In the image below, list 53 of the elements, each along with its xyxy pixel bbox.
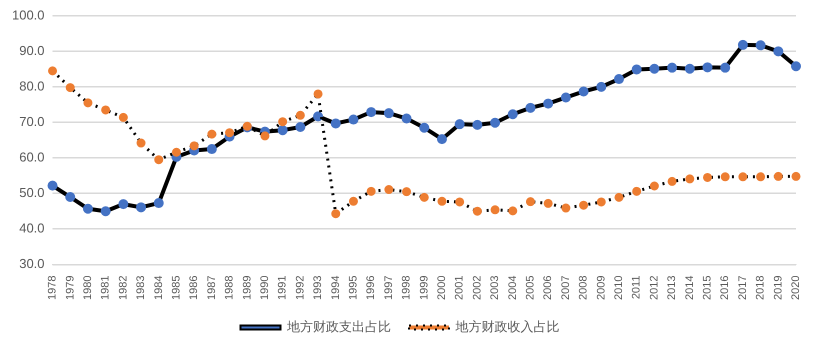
y-tick-label: 60.0: [19, 150, 45, 165]
x-tick-label: 2000: [436, 276, 448, 300]
x-tick-label: 1995: [347, 276, 360, 300]
x-tick-label: 2011: [630, 276, 643, 300]
x-tick-label: 2019: [772, 276, 784, 300]
x-tick-label: 2012: [648, 276, 660, 300]
x-tick-label: 2017: [736, 276, 749, 300]
x-tick-label: 1988: [224, 276, 236, 300]
x-tick-label: 2010: [613, 276, 626, 300]
legend-label: 地方财政收入占比: [454, 319, 560, 334]
x-tick-label: 2004: [506, 276, 519, 300]
x-tick-label: 2008: [578, 276, 590, 300]
y-tick-label: 80.0: [19, 78, 45, 94]
x-tick-label: 1981: [100, 276, 112, 300]
x-tick-label: 2007: [560, 276, 572, 300]
x-tick-label: 1998: [400, 276, 413, 300]
x-tick-label: 1984: [152, 276, 165, 300]
x-tick-label: 1993: [312, 276, 324, 300]
y-tick-label: 40.0: [19, 220, 45, 236]
x-tick-label: 2018: [754, 276, 767, 300]
x-tick-label: 2001: [454, 276, 466, 300]
x-tick-label: 1985: [170, 276, 182, 300]
x-tick-label: 2016: [719, 276, 732, 300]
x-tick-label: 1989: [241, 276, 254, 300]
x-tick-label: 1979: [64, 276, 76, 300]
x-tick-label: 2006: [542, 276, 554, 300]
x-tick-label: 2014: [684, 276, 696, 300]
x-tick-label: 1987: [206, 276, 218, 300]
y-tick-label: 50.0: [19, 185, 45, 200]
x-tick-label: 1991: [276, 276, 289, 300]
x-tick-label: 2002: [471, 276, 484, 300]
x-tick-label: 2005: [524, 276, 537, 300]
legend-label: 地方财政支出占比: [286, 319, 391, 334]
x-tick-label: 2020: [790, 276, 802, 300]
x-tick-label: 1999: [418, 276, 430, 300]
x-tick-label: 1978: [46, 276, 59, 300]
y-tick-label: 70.0: [19, 114, 45, 129]
y-tick-label: 30.0: [19, 256, 45, 272]
x-tick-label: 1994: [330, 276, 342, 300]
x-tick-label: 2009: [595, 276, 608, 300]
x-tick-label: 2013: [666, 276, 678, 300]
y-tick-label: 90.0: [19, 42, 45, 58]
y-tick-label: 100.0: [12, 7, 45, 22]
x-tick-label: 1996: [365, 276, 378, 300]
x-tick-label: 1983: [135, 276, 148, 300]
x-tick-label: 1986: [188, 276, 200, 300]
x-tick-label: 2015: [702, 276, 714, 300]
x-tick-label: 1982: [117, 276, 130, 300]
x-tick-label: 1990: [258, 276, 271, 300]
x-tick-label: 1997: [382, 276, 395, 300]
x-tick-label: 1980: [82, 276, 94, 300]
x-tick-label: 1992: [294, 276, 306, 300]
x-tick-label: 2003: [489, 276, 502, 300]
